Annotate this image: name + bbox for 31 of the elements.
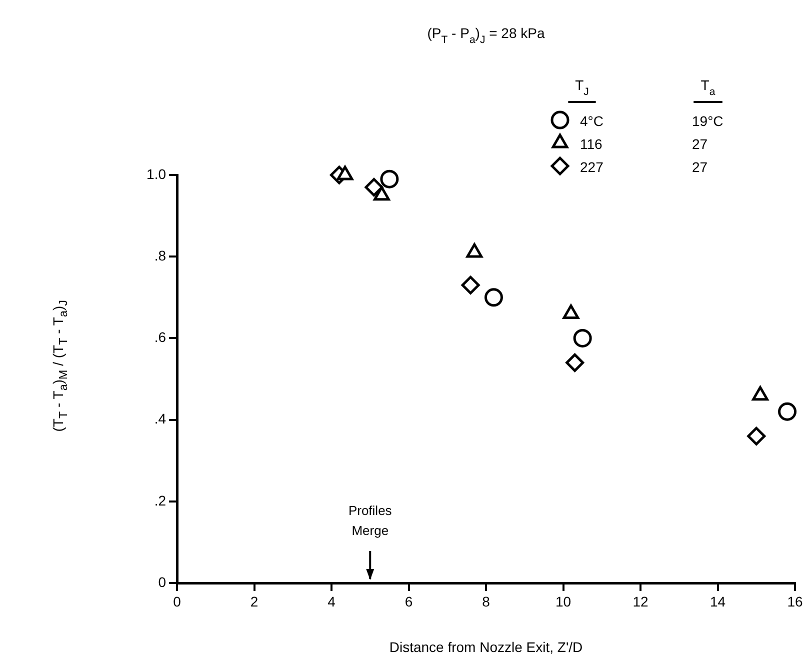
legend-label: 4°C <box>580 113 604 129</box>
y-tick-label: .8 <box>154 247 166 264</box>
x-tick-label: 4 <box>328 593 336 610</box>
x-axis-title: Distance from Nozzle Exit, Z'/D <box>389 639 583 655</box>
point <box>484 288 503 307</box>
x-tick-label: 0 <box>173 593 182 610</box>
text: 27 <box>692 136 708 152</box>
point <box>778 402 797 421</box>
point <box>566 353 584 372</box>
point <box>461 276 480 294</box>
x-tick-label: 2 <box>250 593 258 610</box>
point <box>380 170 399 188</box>
x-tick-label: 6 <box>404 593 413 610</box>
y-tick-label: .2 <box>154 492 166 508</box>
y-tick-label: .6 <box>154 329 166 346</box>
point <box>364 178 384 196</box>
y-tick-label: 1.0 <box>146 166 166 182</box>
y-tick-label: .4 <box>154 410 166 427</box>
annotation: Profiles Merge <box>348 503 392 538</box>
point <box>747 426 766 446</box>
x-tick-label: 10 <box>555 593 572 610</box>
y-tick-label: 0 <box>158 574 166 590</box>
x-tick-label: 12 <box>632 593 648 610</box>
text: 19°C <box>692 113 724 129</box>
x-tick-label: 16 <box>787 593 803 610</box>
annotation: 27 <box>692 159 708 175</box>
x-tick-label: 8 <box>482 593 490 610</box>
legend-label: 116 <box>580 136 603 152</box>
x-tick-label: 14 <box>710 593 726 610</box>
legend-label: 227 <box>580 159 604 175</box>
point <box>573 328 592 348</box>
